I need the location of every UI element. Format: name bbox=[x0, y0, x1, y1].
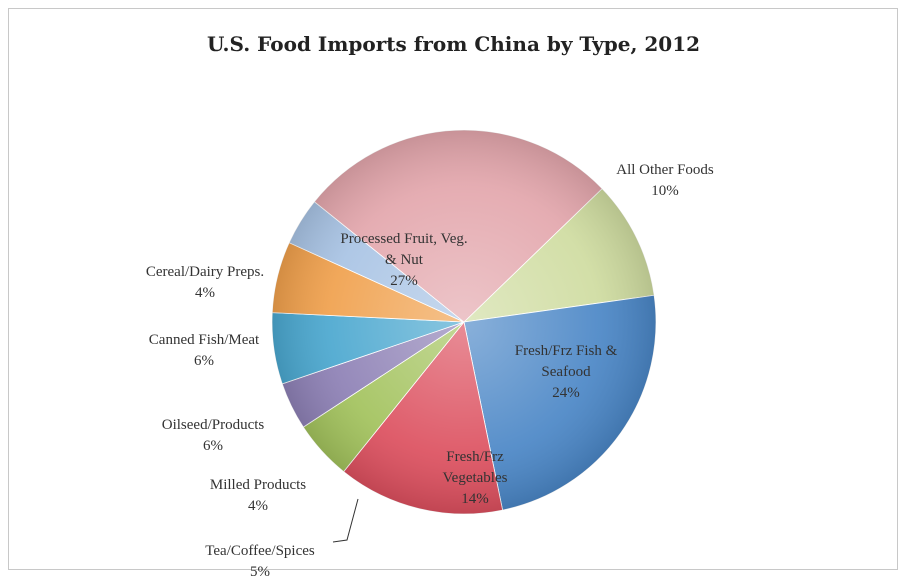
chart-title: U.S. Food Imports from China by Type, 20… bbox=[206, 32, 701, 56]
slice-label: Oilseed/Products 6% bbox=[162, 417, 265, 454]
slice-label: Fresh/Frz Vegetables 14% bbox=[443, 449, 508, 507]
slice-label: All Other Foods 10% bbox=[616, 162, 714, 199]
slice-label: Milled Products 4% bbox=[210, 477, 306, 514]
slice-label: Canned Fish/Meat 6% bbox=[149, 332, 260, 369]
leader-line bbox=[332, 498, 359, 543]
slice-label: Tea/Coffee/Spices 5% bbox=[205, 543, 315, 578]
slice-label: Processed Fruit, Veg. & Nut 27% bbox=[340, 231, 467, 289]
slice-label: Fresh/Frz Fish & Seafood 24% bbox=[515, 343, 618, 401]
slice-label: Cereal/Dairy Preps. 4% bbox=[146, 264, 264, 301]
